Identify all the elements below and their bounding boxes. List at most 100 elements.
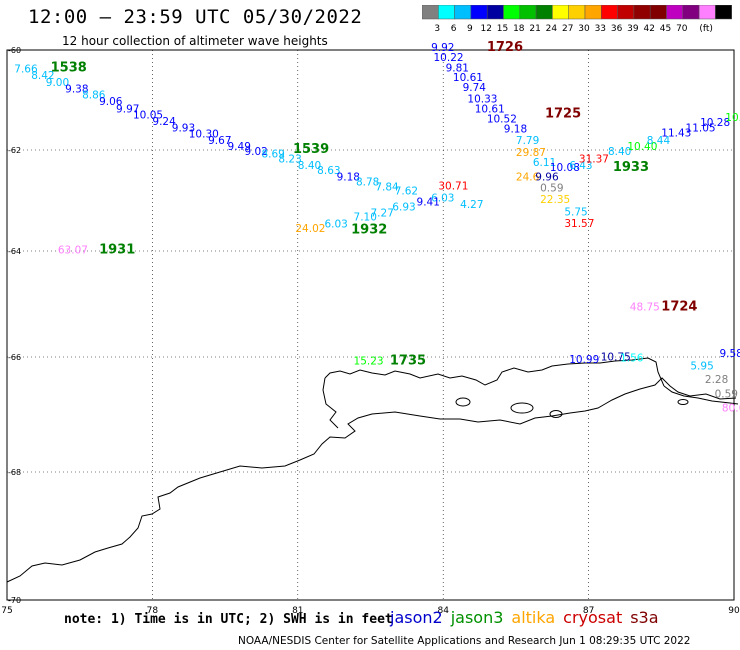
scale-tick-label: 18 (513, 24, 525, 34)
scale-tick-label: 6 (451, 24, 457, 34)
wave-height-value: 9.74 (463, 82, 487, 94)
mission-label: cryosat (563, 608, 623, 627)
wave-height-value: 8.40 (608, 146, 631, 158)
longitude-tick-label: 75 (1, 606, 12, 616)
pass-time-label: 1724 (661, 299, 697, 314)
scale-tick-label: 21 (529, 24, 540, 34)
wave-height-value: 10.61 (475, 104, 505, 116)
scale-tick-label: 70 (676, 24, 688, 34)
wave-height-value: 29.87 (516, 147, 546, 159)
wave-height-value: 8.63 (317, 165, 340, 177)
pass-time-label: 1539 (293, 142, 329, 157)
ice-island (677, 399, 689, 405)
pass-time-label: 1735 (390, 353, 426, 368)
wave-height-value: 0.59 (540, 182, 563, 194)
wave-height-value: 11.05 (686, 123, 716, 135)
wave-height-value: 9.00 (46, 77, 69, 89)
wave-height-value: 10.9 (725, 112, 740, 124)
wave-height-value: 22.35 (540, 194, 570, 206)
wave-height-value: 10.40 (627, 141, 657, 153)
scale-tick-label: 3 (434, 24, 440, 34)
mission-label: s3a (630, 608, 659, 627)
pass-time-label: 1725 (545, 107, 581, 122)
wave-height-labels: 7.668.429.009.388.869.069.9710.059.249.9… (14, 42, 740, 415)
scale-swatch (715, 5, 732, 20)
wave-height-value: 8.86 (82, 90, 106, 102)
wave-height-value: 10.30 (189, 129, 219, 141)
wave-height-value: 8.40 (298, 160, 321, 172)
ice-island (510, 402, 534, 414)
wave-height-value: 10.28 (700, 117, 730, 129)
wave-height-value: 48.75 (630, 301, 660, 313)
coastline-shelf (322, 377, 339, 429)
wave-height-value: 11.43 (661, 128, 691, 140)
chart-subtitle: 12 hour collection of altimeter wave hei… (62, 34, 328, 48)
scale-tick-label: 12 (480, 24, 491, 34)
wave-height-value: 30.71 (438, 180, 468, 192)
coastline-upper (324, 357, 665, 387)
longitude-tick-label: 87 (583, 606, 594, 616)
wave-height-value: 7.84 (375, 181, 399, 193)
wave-height-value: 9.24 (152, 116, 176, 128)
mission-label: jason3 (450, 608, 504, 627)
longitude-tick-label: 90 (728, 606, 740, 616)
color-scale-legend: 3 6 9 12 15 18 21 24 27 30 33 36 39 42 45 70 (ft) (422, 5, 732, 34)
wave-height-value: 5.95 (690, 361, 713, 373)
wave-height-value: 7.10 (354, 212, 377, 224)
pass-time-label: 1538 (51, 61, 87, 76)
wave-height-value: 10.99 (569, 354, 599, 366)
scale-tick-label: 45 (660, 24, 671, 34)
longitude-tick-label: 78 (147, 606, 159, 616)
wave-height-value: 5.75 (564, 207, 587, 219)
coastline (6, 357, 739, 583)
wave-height-value: 8.23 (278, 154, 301, 166)
map-gridlines (6, 49, 735, 601)
wave-height-value: 9.97 (116, 104, 139, 116)
wave-height-value: 31.37 (579, 154, 609, 166)
wave-height-value: 8.42 (31, 70, 54, 82)
wave-height-value: 9.49 (228, 141, 251, 153)
wave-height-value: 6.93 (392, 202, 415, 214)
wave-height-value: 6.03 (431, 193, 454, 205)
scale-tick-label: 36 (611, 24, 623, 34)
pass-time-label: 1726 (487, 40, 523, 55)
latitude-tick-label: -62 (8, 146, 21, 155)
wave-height-value: 6.03 (324, 218, 347, 230)
wave-height-value: 9.58 (719, 348, 740, 360)
wave-height-value: 4.27 (460, 199, 483, 211)
units-note: note: 1) Time is in UTC; 2) SWH is in fe… (64, 612, 393, 627)
latitude-tick-label: -64 (8, 247, 21, 256)
wave-height-value: 6.11 (533, 157, 556, 169)
antarctic-coastline (6, 377, 737, 583)
mission-label: jason2 (390, 608, 443, 627)
scale-tick-label: 27 (562, 24, 573, 34)
ice-island (455, 397, 471, 407)
wave-height-value: 10.52 (487, 114, 517, 126)
wave-height-value: 9.18 (504, 124, 527, 136)
pass-time-label: 1933 (613, 160, 649, 175)
longitude-tick-label: 84 (437, 606, 449, 616)
map-frame (6, 49, 735, 601)
wave-height-value: 9.41 (417, 197, 440, 209)
wave-height-value: 9.02 (244, 146, 267, 158)
wave-height-value: 8.44 (647, 135, 671, 147)
wave-height-value: 10.61 (453, 72, 483, 84)
pass-time-label: 1931 (99, 243, 135, 258)
wave-height-value: 8.78 (356, 176, 379, 188)
wave-height-value: 9.67 (208, 135, 231, 147)
wave-height-value: 24.6 (516, 171, 540, 183)
scale-tick-label: 9 (467, 24, 473, 34)
longitude-tick-label: 81 (292, 606, 303, 616)
wave-height-value: 10.05 (133, 110, 163, 122)
wave-height-value: 10.33 (467, 94, 497, 106)
wave-height-value: 15.23 (354, 355, 384, 367)
wave-height-value: 6.43 (569, 160, 592, 172)
wave-height-value: 9.81 (446, 63, 469, 75)
wave-height-value: 10.08 (550, 162, 580, 174)
wave-height-value: 7.62 (395, 185, 418, 197)
wave-height-value: 9.93 (172, 123, 195, 135)
wave-height-value: 9.96 (535, 171, 559, 183)
wave-height-value: 9.18 (337, 171, 360, 183)
wave-height-value: 63.07 (58, 245, 88, 257)
